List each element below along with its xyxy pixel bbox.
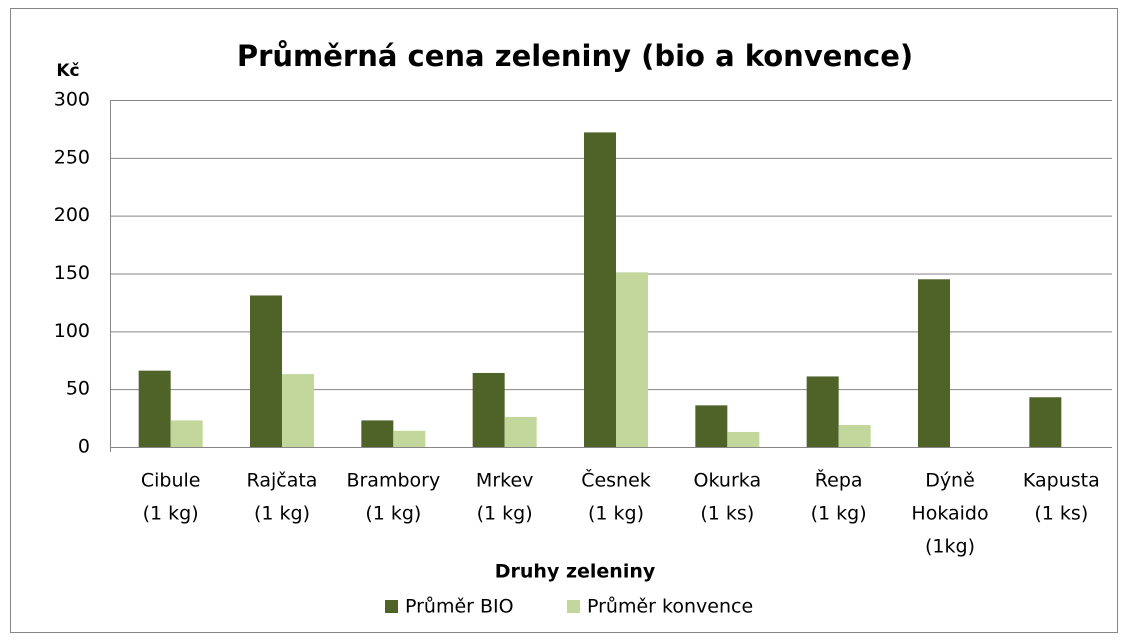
bar <box>472 372 505 447</box>
x-tick-label: Brambory <box>346 470 440 492</box>
y-tick-label: 250 <box>54 146 90 168</box>
bar <box>504 416 537 447</box>
x-tick-label: Dýně <box>925 470 975 492</box>
bar <box>282 374 314 447</box>
bar <box>138 370 171 447</box>
chart-title: Průměrná cena zeleniny (bio a konvence) <box>237 39 913 73</box>
x-tick-label: Řepa <box>815 469 863 492</box>
bar <box>170 420 203 447</box>
y-tick-label: 150 <box>54 262 90 284</box>
bar <box>393 430 426 447</box>
bar <box>584 132 616 448</box>
y-tick-label: 200 <box>54 204 90 226</box>
x-tick-label: (1kg) <box>925 536 975 558</box>
legend-swatch <box>567 600 580 613</box>
x-tick-label: Kapusta <box>1023 470 1100 492</box>
y-axis-title: Kč <box>56 61 79 81</box>
bar <box>1029 397 1062 447</box>
x-tick-label: (1 ks) <box>1034 503 1088 525</box>
x-tick-label: Mrkev <box>476 470 533 492</box>
x-tick-label: (1 kg) <box>254 503 310 525</box>
y-tick-label: 0 <box>78 436 90 458</box>
y-tick-label: 50 <box>66 378 90 400</box>
bar <box>806 376 839 447</box>
x-tick-label: (1 kg) <box>143 503 199 525</box>
x-tick-label: Česnek <box>581 468 651 492</box>
x-tick-label: (1 kg) <box>811 503 867 525</box>
x-tick-label: Okurka <box>694 470 762 492</box>
bar <box>695 405 728 447</box>
x-axis-title: Druhy zeleniny <box>495 561 656 583</box>
bar <box>838 425 871 447</box>
x-tick-label: (1 kg) <box>477 503 533 525</box>
x-tick-label: Hokaido <box>911 503 988 525</box>
x-tick-label: (1 kg) <box>365 503 421 525</box>
legend-label: Průměr BIO <box>405 596 514 618</box>
x-tick-label: (1 kg) <box>588 503 644 525</box>
bar <box>250 295 282 447</box>
x-tick-label: Cibule <box>141 470 201 492</box>
x-tick-label: Rajčata <box>247 470 318 492</box>
bar <box>361 420 394 447</box>
bar <box>727 431 760 447</box>
bar <box>918 279 950 447</box>
x-tick-label: (1 ks) <box>700 503 754 525</box>
legend-label: Průměr konvence <box>587 596 753 618</box>
bar <box>616 272 648 447</box>
y-tick-label: 100 <box>54 320 90 342</box>
y-tick-label: 300 <box>54 89 90 111</box>
legend-swatch <box>385 600 398 613</box>
